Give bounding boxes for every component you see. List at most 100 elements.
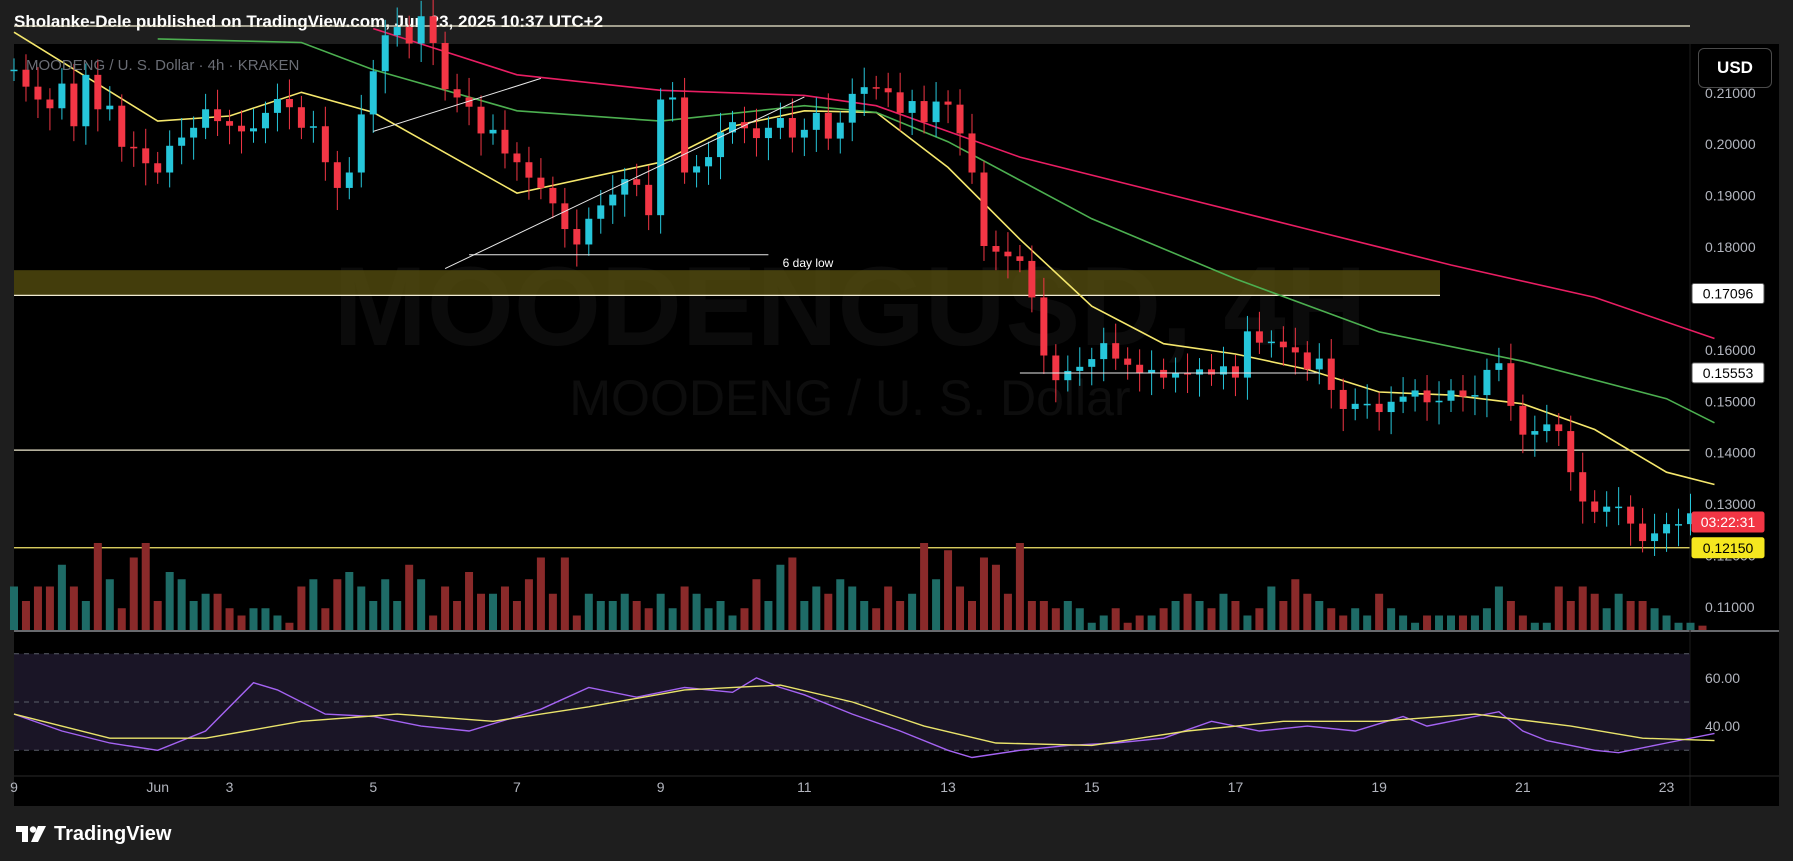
- price-tag: 0.15553: [1691, 362, 1765, 384]
- candle-body: [1555, 424, 1563, 432]
- volume-bar: [1327, 608, 1336, 630]
- time-axis-tick: 21: [1515, 779, 1531, 795]
- candle-body: [405, 27, 413, 44]
- price-axis-tick: 0.21000: [1705, 85, 1756, 101]
- candle-body: [273, 99, 281, 113]
- candle-body: [142, 148, 150, 164]
- volume-bar: [453, 601, 462, 630]
- candle-body: [1196, 369, 1204, 375]
- candle-body: [812, 112, 820, 130]
- price-axis-tick: 0.16000: [1705, 342, 1756, 358]
- candle-body: [1208, 369, 1215, 375]
- volume-bar: [21, 601, 30, 630]
- volume-bar: [381, 579, 390, 630]
- time-axis-tick: 11: [797, 779, 812, 795]
- volume-bar: [465, 572, 474, 630]
- volume-bar: [1363, 615, 1372, 630]
- price-axis-tick: 0.13000: [1705, 496, 1756, 512]
- symbol-legend[interactable]: MOODENG / U. S. Dollar · 4h · KRAKEN: [26, 57, 299, 74]
- volume-bar: [1482, 608, 1491, 630]
- volume-bar: [620, 593, 629, 630]
- candle-body: [1172, 372, 1180, 378]
- volume-bar: [93, 543, 102, 630]
- tradingview-logo[interactable]: TradingView: [16, 820, 171, 848]
- volume-bar: [536, 557, 545, 630]
- volume-bar: [1219, 593, 1228, 630]
- volume-bar: [596, 601, 605, 630]
- candle-body: [1459, 390, 1467, 397]
- rsi-line-rsi: [13, 677, 1715, 759]
- volume-bar: [644, 608, 653, 630]
- volume-bar: [1135, 615, 1144, 630]
- volume-bar: [716, 601, 725, 630]
- rsi-axis-tick: 40.00: [1705, 718, 1740, 734]
- candle-body: [34, 86, 42, 100]
- volume-bar: [1123, 622, 1132, 630]
- volume-bar: [1099, 615, 1108, 630]
- candle-body: [585, 218, 593, 245]
- tradingview-logo-icon: [16, 826, 46, 842]
- chart-canvas[interactable]: MOODENGUSD, 4H MOODENG / U. S. Dollar 6 …: [0, 0, 1793, 806]
- currency-button[interactable]: USD: [1698, 48, 1772, 88]
- candle-body: [1519, 405, 1527, 435]
- volume-bar: [800, 601, 809, 630]
- volume-bar: [321, 608, 330, 630]
- candle-body: [166, 145, 174, 173]
- price-tag-box: [1691, 362, 1765, 384]
- candle-body: [1004, 251, 1012, 257]
- volume-bar: [1303, 593, 1312, 630]
- volume-bar: [860, 601, 869, 630]
- candle-body: [860, 87, 868, 94]
- volume-bar: [141, 543, 150, 630]
- price-tag-label: 0.12150: [1703, 540, 1754, 556]
- candle-body: [1315, 358, 1323, 370]
- price-tag-label: 0.17096: [1703, 286, 1754, 302]
- candle-body: [1351, 403, 1359, 409]
- candle-body: [1231, 366, 1239, 378]
- volume-bar: [991, 564, 1000, 630]
- candle-body: [705, 157, 713, 167]
- candle-body: [1627, 506, 1635, 524]
- volume-bar: [1207, 608, 1216, 630]
- volume-bar: [1051, 608, 1060, 630]
- volume-bar: [872, 608, 881, 630]
- volume-bar: [1554, 586, 1563, 630]
- candle-body: [369, 71, 377, 115]
- candle-body: [202, 109, 210, 128]
- volume-bar: [848, 586, 857, 630]
- candle-body: [824, 112, 832, 139]
- price-tag-box: [1691, 537, 1765, 559]
- volume-bar: [608, 601, 617, 630]
- candle-body: [1603, 506, 1611, 512]
- time-axis-tick: Jun: [146, 779, 169, 795]
- volume-bar: [956, 586, 965, 630]
- volume-bar: [920, 543, 929, 630]
- volume-bar: [1375, 593, 1384, 630]
- volume-bar: [1566, 601, 1575, 630]
- volume-bar: [429, 615, 438, 630]
- volume-bar: [81, 601, 90, 630]
- volume-bar: [1470, 615, 1479, 630]
- volume-bar: [489, 593, 497, 630]
- volume-bar: [417, 579, 426, 630]
- candle-body: [956, 104, 964, 134]
- price-axis-tick: 0.15000: [1705, 393, 1756, 409]
- trendline: [444, 96, 805, 270]
- volume-bar: [548, 593, 557, 630]
- candle-body: [1483, 369, 1491, 396]
- candle-body: [1184, 372, 1192, 375]
- watermark-name: MOODENG / U. S. Dollar: [569, 370, 1130, 426]
- candle-body: [920, 101, 928, 123]
- candle-body: [884, 88, 892, 93]
- volume-bar: [1075, 608, 1084, 630]
- candle-body: [333, 162, 341, 188]
- candle-body: [729, 122, 736, 133]
- volume-bar: [369, 601, 378, 630]
- volume-bar: [1267, 586, 1276, 630]
- candle-body: [788, 118, 796, 138]
- candle-body: [1148, 369, 1156, 373]
- price-axis-tick: 0.11000: [1705, 599, 1755, 615]
- candle-body: [118, 105, 126, 147]
- volume-bar: [1387, 608, 1396, 630]
- volume-bar: [560, 557, 569, 630]
